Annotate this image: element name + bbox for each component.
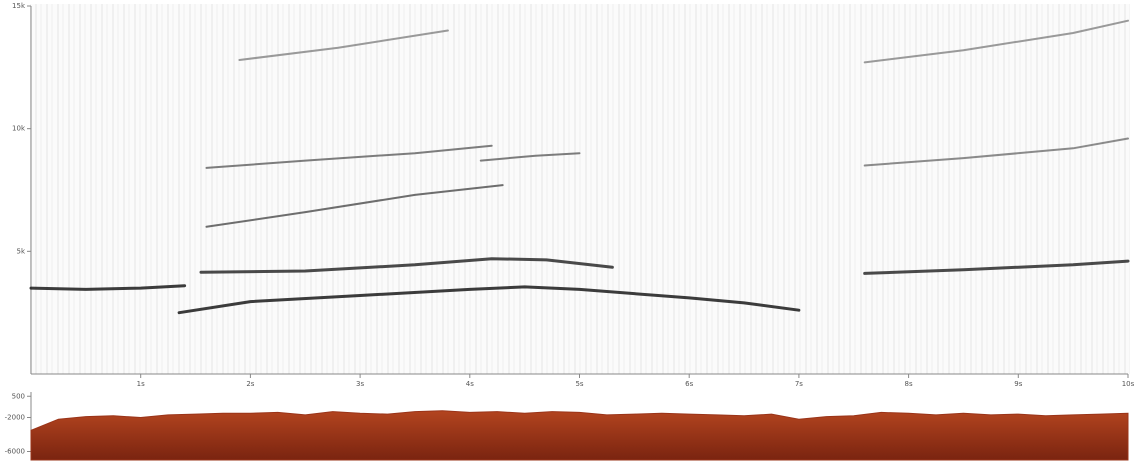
y-tick-label: -6000 bbox=[5, 448, 25, 456]
amplitude-plot: 500 -2000 -6000 bbox=[5, 392, 1128, 460]
x-tick-label: 2s bbox=[246, 380, 254, 388]
amplitude-area bbox=[31, 411, 1128, 460]
y-tick-label: 10k bbox=[12, 125, 26, 133]
spectrogram-view: 5k 10k 15k 1s 2s 3s 4s 5s 6s 7s 8s 9s 10s 500 -2000 -6… bbox=[0, 0, 1136, 462]
y-tick-label: 15k bbox=[12, 2, 26, 10]
x-tick-label: 9s bbox=[1014, 380, 1022, 388]
spectrogram-background bbox=[30, 4, 1130, 374]
x-tick-label: 10s bbox=[1122, 380, 1135, 388]
x-tick-label: 5s bbox=[575, 380, 583, 388]
y-tick-label: -2000 bbox=[5, 414, 25, 422]
x-tick-label: 7s bbox=[795, 380, 803, 388]
y-tick-label: 500 bbox=[12, 392, 25, 400]
x-tick-label: 1s bbox=[137, 380, 145, 388]
x-tick-label: 4s bbox=[466, 380, 474, 388]
x-tick-label: 8s bbox=[905, 380, 913, 388]
x-tick-label: 3s bbox=[356, 380, 364, 388]
x-tick-label: 6s bbox=[685, 380, 693, 388]
y-tick-label: 5k bbox=[16, 247, 25, 255]
